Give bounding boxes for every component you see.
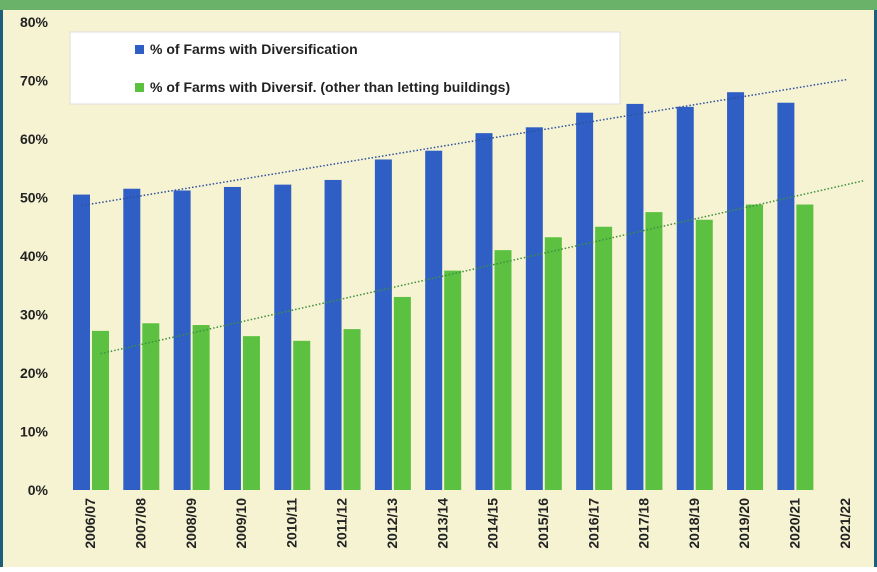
y-tick-label: 30% bbox=[20, 307, 49, 323]
bar bbox=[142, 323, 160, 490]
legend bbox=[69, 31, 621, 105]
frame-right bbox=[874, 10, 877, 567]
legend-label: % of Farms with Diversification bbox=[150, 41, 358, 57]
bar bbox=[645, 212, 663, 490]
x-tick-label: 2010/11 bbox=[283, 498, 299, 548]
x-tick-label: 2009/10 bbox=[233, 498, 249, 549]
bar bbox=[223, 186, 241, 490]
bar bbox=[274, 184, 292, 490]
bar bbox=[777, 102, 795, 490]
y-tick-label: 10% bbox=[20, 424, 49, 440]
bar bbox=[425, 150, 443, 490]
x-tick-label: 2015/16 bbox=[535, 498, 551, 549]
x-tick-label: 2006/07 bbox=[82, 498, 98, 549]
bar bbox=[494, 250, 512, 490]
frame-left bbox=[0, 10, 3, 567]
x-tick-label: 2019/20 bbox=[736, 498, 752, 549]
legend-label: % of Farms with Diversif. (other than le… bbox=[150, 79, 510, 95]
bar bbox=[242, 336, 260, 490]
bar bbox=[324, 179, 342, 490]
legend-swatch bbox=[135, 83, 144, 92]
x-tick-label: 2021/22 bbox=[837, 498, 853, 549]
bar bbox=[73, 194, 90, 490]
bar bbox=[92, 330, 109, 490]
y-tick-label: 20% bbox=[20, 365, 49, 381]
top-band bbox=[0, 0, 877, 10]
y-tick-label: 50% bbox=[20, 190, 49, 206]
x-tick-label: 2018/19 bbox=[686, 498, 702, 549]
bar bbox=[525, 127, 543, 491]
bar bbox=[173, 190, 191, 491]
bar bbox=[695, 219, 713, 491]
bar bbox=[676, 106, 694, 490]
x-tick-label: 2007/08 bbox=[132, 498, 148, 549]
x-tick-label: 2011/12 bbox=[334, 498, 350, 548]
bar bbox=[475, 133, 493, 490]
x-tick-label: 2014/15 bbox=[485, 498, 501, 549]
x-tick-label: 2013/14 bbox=[434, 498, 450, 549]
legend-swatch bbox=[135, 45, 144, 54]
bar bbox=[393, 296, 411, 490]
x-tick-label: 2020/21 bbox=[787, 498, 803, 549]
bar bbox=[343, 329, 361, 490]
bar bbox=[576, 112, 594, 491]
y-tick-label: 0% bbox=[28, 482, 49, 498]
bar bbox=[796, 204, 814, 490]
y-tick-label: 70% bbox=[20, 73, 49, 89]
bar bbox=[374, 159, 392, 490]
y-tick-label: 40% bbox=[20, 248, 49, 264]
bar bbox=[626, 103, 644, 491]
x-tick-label: 2008/09 bbox=[183, 498, 199, 549]
bar bbox=[544, 237, 562, 490]
bar bbox=[123, 188, 141, 490]
bar bbox=[746, 204, 764, 490]
y-tick-label: 80% bbox=[20, 14, 49, 30]
x-tick-label: 2017/18 bbox=[636, 498, 652, 549]
x-tick-label: 2016/17 bbox=[585, 498, 601, 549]
bar bbox=[293, 340, 311, 490]
trendline bbox=[100, 179, 866, 355]
x-tick-label: 2012/13 bbox=[384, 498, 400, 549]
bar bbox=[192, 325, 210, 490]
y-tick-label: 60% bbox=[20, 131, 49, 147]
bar bbox=[444, 270, 462, 490]
bar bbox=[595, 226, 613, 490]
bar bbox=[727, 92, 745, 490]
